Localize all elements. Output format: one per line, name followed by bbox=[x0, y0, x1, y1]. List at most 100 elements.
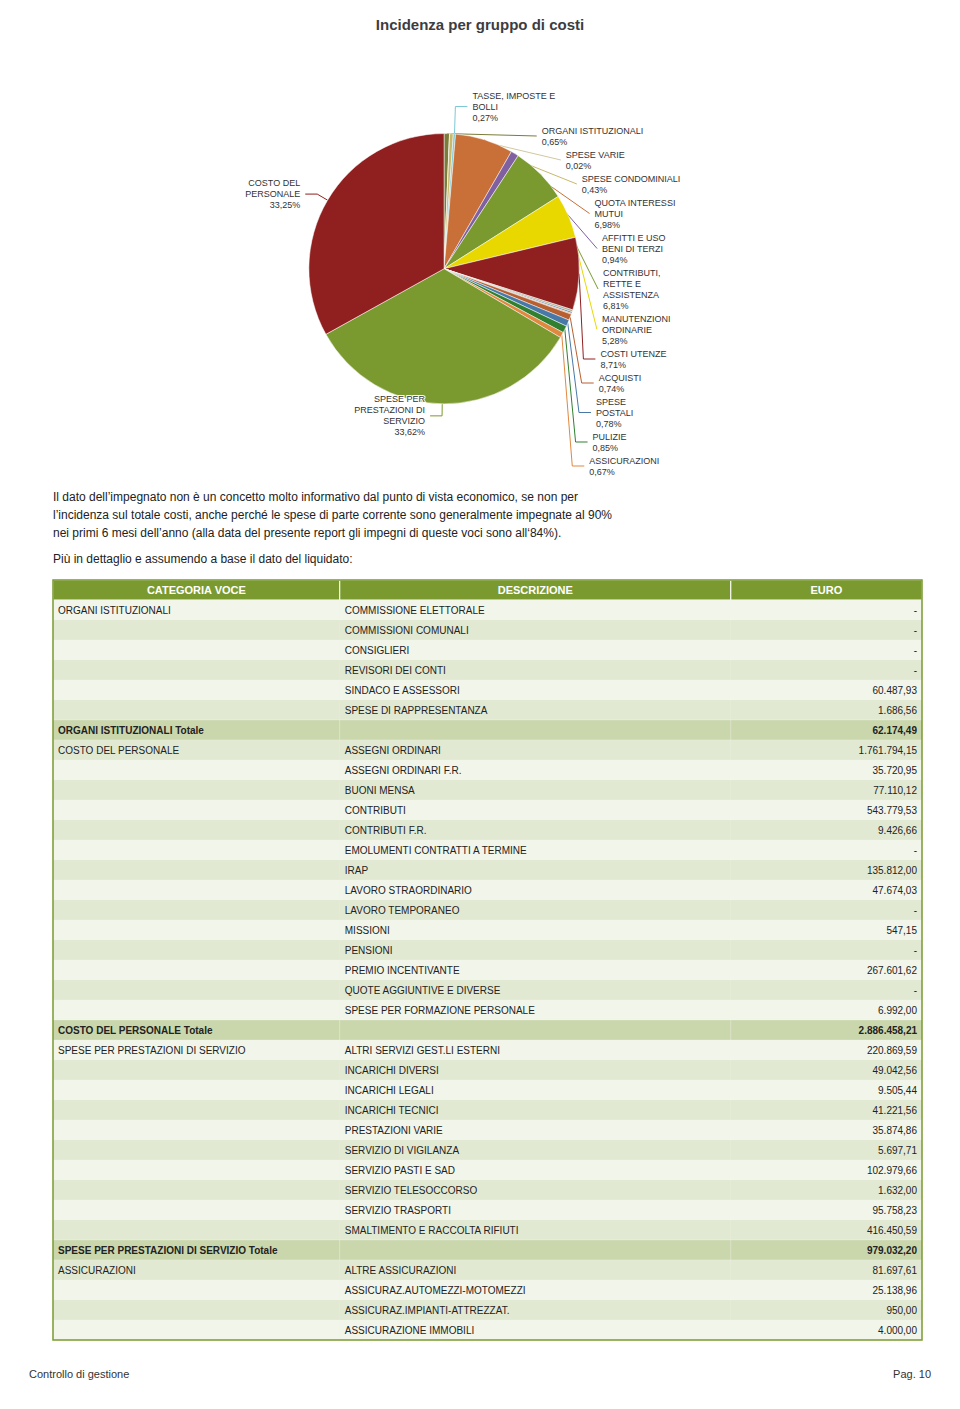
svg-text:l’incidenza sul totale costi,: l’incidenza sul totale costi, anche perc… bbox=[53, 508, 612, 522]
svg-text:220.869,59: 220.869,59 bbox=[867, 1045, 917, 1056]
svg-text:QUOTA INTERESSI: QUOTA INTERESSI bbox=[595, 198, 676, 208]
svg-text:TASSE, IMPOSTE E: TASSE, IMPOSTE E bbox=[472, 91, 555, 101]
svg-text:ALTRE ASSICURAZIONI: ALTRE ASSICURAZIONI bbox=[345, 1265, 457, 1276]
svg-text:ORGANI ISTITUZIONALI: ORGANI ISTITUZIONALI bbox=[542, 126, 644, 136]
svg-text:SPESE PER FORMAZIONE PERSONALE: SPESE PER FORMAZIONE PERSONALE bbox=[345, 1005, 535, 1016]
svg-text:0,02%: 0,02% bbox=[566, 161, 592, 171]
svg-text:ORGANI ISTITUZIONALI: ORGANI ISTITUZIONALI bbox=[58, 605, 171, 616]
svg-text:CONTRIBUTI: CONTRIBUTI bbox=[345, 805, 406, 816]
svg-text:60.487,93: 60.487,93 bbox=[873, 685, 918, 696]
svg-text:INCARICHI LEGALI: INCARICHI LEGALI bbox=[345, 1085, 434, 1096]
svg-text:PULIZIE: PULIZIE bbox=[593, 432, 627, 442]
svg-text:5,28%: 5,28% bbox=[602, 336, 628, 346]
svg-text:REVISORI DEI CONTI: REVISORI DEI CONTI bbox=[345, 665, 446, 676]
svg-text:35.874,86: 35.874,86 bbox=[873, 1125, 918, 1136]
svg-text:SPESE PER: SPESE PER bbox=[374, 394, 426, 404]
svg-text:ASSEGNI ORDINARI F.R.: ASSEGNI ORDINARI F.R. bbox=[345, 765, 462, 776]
svg-text:LAVORO TEMPORANEO: LAVORO TEMPORANEO bbox=[345, 905, 460, 916]
svg-text:LAVORO STRAORDINARIO: LAVORO STRAORDINARIO bbox=[345, 885, 472, 896]
svg-text:ASSICURAZIONI: ASSICURAZIONI bbox=[589, 456, 659, 466]
svg-text:35.720,95: 35.720,95 bbox=[873, 765, 918, 776]
svg-text:979.032,20: 979.032,20 bbox=[867, 1245, 917, 1256]
svg-text:416.450,59: 416.450,59 bbox=[867, 1225, 917, 1236]
svg-text:BENI DI TERZI: BENI DI TERZI bbox=[602, 244, 663, 254]
svg-text:543.779,53: 543.779,53 bbox=[867, 805, 917, 816]
svg-text:102.979,66: 102.979,66 bbox=[867, 1165, 917, 1176]
svg-text:5.697,71: 5.697,71 bbox=[878, 1145, 917, 1156]
svg-text:-: - bbox=[914, 985, 917, 996]
svg-text:ACQUISTI: ACQUISTI bbox=[599, 373, 642, 383]
svg-text:81.697,61: 81.697,61 bbox=[873, 1265, 918, 1276]
svg-text:CONTRIBUTI,: CONTRIBUTI, bbox=[603, 268, 661, 278]
svg-text:CONSIGLIERI: CONSIGLIERI bbox=[345, 645, 409, 656]
svg-text:Incidenza per gruppo di costi: Incidenza per gruppo di costi bbox=[376, 16, 584, 33]
svg-text:CATEGORIA VOCE: CATEGORIA VOCE bbox=[147, 584, 246, 596]
svg-text:nei primi 6 mesi dell’anno (al: nei primi 6 mesi dell’anno (alla data de… bbox=[53, 526, 561, 540]
svg-text:MUTUI: MUTUI bbox=[595, 209, 624, 219]
svg-text:6,98%: 6,98% bbox=[595, 220, 621, 230]
svg-text:SPESE DI RAPPRESENTANZA: SPESE DI RAPPRESENTANZA bbox=[345, 705, 488, 716]
svg-text:PENSIONI: PENSIONI bbox=[345, 945, 393, 956]
svg-text:0,67%: 0,67% bbox=[589, 467, 615, 477]
svg-text:COMMISSIONI COMUNALI: COMMISSIONI COMUNALI bbox=[345, 625, 469, 636]
svg-text:2.886.458,21: 2.886.458,21 bbox=[859, 1025, 918, 1036]
svg-text:-: - bbox=[914, 625, 917, 636]
svg-text:49.042,56: 49.042,56 bbox=[873, 1065, 918, 1076]
svg-text:0,43%: 0,43% bbox=[582, 185, 608, 195]
svg-text:SPESE PER PRESTAZIONI DI SERVI: SPESE PER PRESTAZIONI DI SERVIZIO Totale bbox=[58, 1245, 278, 1256]
svg-text:0,74%: 0,74% bbox=[599, 384, 625, 394]
svg-text:POSTALI: POSTALI bbox=[596, 408, 633, 418]
svg-text:-: - bbox=[914, 845, 917, 856]
svg-text:SINDACO E ASSESSORI: SINDACO E ASSESSORI bbox=[345, 685, 460, 696]
svg-text:547,15: 547,15 bbox=[886, 925, 917, 936]
svg-text:ASSISTENZA: ASSISTENZA bbox=[603, 290, 659, 300]
svg-text:BOLLI: BOLLI bbox=[472, 102, 498, 112]
svg-text:47.674,03: 47.674,03 bbox=[873, 885, 918, 896]
svg-text:77.110,12: 77.110,12 bbox=[873, 785, 917, 796]
svg-text:INCARICHI TECNICI: INCARICHI TECNICI bbox=[345, 1105, 439, 1116]
svg-text:ALTRI SERVIZI GEST.LI ESTERNI: ALTRI SERVIZI GEST.LI ESTERNI bbox=[345, 1045, 500, 1056]
svg-text:8,71%: 8,71% bbox=[600, 360, 626, 370]
svg-text:95.758,23: 95.758,23 bbox=[873, 1205, 918, 1216]
svg-text:SERVIZIO TRASPORTI: SERVIZIO TRASPORTI bbox=[345, 1205, 451, 1216]
svg-text:ORDINARIE: ORDINARIE bbox=[602, 325, 652, 335]
svg-text:MANUTENZIONI: MANUTENZIONI bbox=[602, 314, 671, 324]
svg-text:0,94%: 0,94% bbox=[602, 255, 628, 265]
svg-text:62.174,49: 62.174,49 bbox=[873, 725, 918, 736]
svg-text:COMMISSIONE ELETTORALE: COMMISSIONE ELETTORALE bbox=[345, 605, 485, 616]
svg-text:6,81%: 6,81% bbox=[603, 301, 629, 311]
svg-text:950,00: 950,00 bbox=[886, 1305, 917, 1316]
svg-text:1.632,00: 1.632,00 bbox=[878, 1185, 917, 1196]
svg-text:PREMIO INCENTIVANTE: PREMIO INCENTIVANTE bbox=[345, 965, 460, 976]
svg-text:135.812,00: 135.812,00 bbox=[867, 865, 917, 876]
svg-text:ASSEGNI ORDINARI: ASSEGNI ORDINARI bbox=[345, 745, 441, 756]
svg-text:9.505,44: 9.505,44 bbox=[878, 1085, 917, 1096]
svg-text:PRESTAZIONI VARIE: PRESTAZIONI VARIE bbox=[345, 1125, 443, 1136]
svg-text:-: - bbox=[914, 905, 917, 916]
svg-text:SERVIZIO TELESOCCORSO: SERVIZIO TELESOCCORSO bbox=[345, 1185, 478, 1196]
svg-text:EURO: EURO bbox=[811, 584, 843, 596]
svg-text:EMOLUMENTI CONTRATTI A TERMINE: EMOLUMENTI CONTRATTI A TERMINE bbox=[345, 845, 527, 856]
svg-text:PERSONALE: PERSONALE bbox=[245, 189, 300, 199]
svg-text:Controllo di gestione: Controllo di gestione bbox=[29, 1368, 129, 1380]
svg-text:INCARICHI DIVERSI: INCARICHI DIVERSI bbox=[345, 1065, 439, 1076]
svg-text:33,62%: 33,62% bbox=[395, 427, 426, 437]
svg-text:-: - bbox=[914, 945, 917, 956]
svg-text:COSTO DEL PERSONALE Totale: COSTO DEL PERSONALE Totale bbox=[58, 1025, 213, 1036]
svg-text:RETTE E: RETTE E bbox=[603, 279, 641, 289]
svg-text:ASSICURAZ.AUTOMEZZI-MOTOMEZZI: ASSICURAZ.AUTOMEZZI-MOTOMEZZI bbox=[345, 1285, 526, 1296]
svg-text:Il dato dell’impegnato non è u: Il dato dell’impegnato non è un concetto… bbox=[53, 490, 578, 504]
svg-text:SERVIZIO DI VIGILANZA: SERVIZIO DI VIGILANZA bbox=[345, 1145, 460, 1156]
svg-text:PRESTAZIONI DI: PRESTAZIONI DI bbox=[354, 405, 425, 415]
svg-text:SMALTIMENTO E RACCOLTA RIFIUTI: SMALTIMENTO E RACCOLTA RIFIUTI bbox=[345, 1225, 519, 1236]
svg-text:-: - bbox=[914, 605, 917, 616]
svg-text:ASSICURAZIONI: ASSICURAZIONI bbox=[58, 1265, 136, 1276]
svg-text:0,78%: 0,78% bbox=[596, 419, 622, 429]
svg-text:SERVIZIO PASTI E SAD: SERVIZIO PASTI E SAD bbox=[345, 1165, 455, 1176]
svg-text:MISSIONI: MISSIONI bbox=[345, 925, 390, 936]
svg-text:SPESE: SPESE bbox=[596, 397, 626, 407]
svg-text:-: - bbox=[914, 645, 917, 656]
svg-text:-: - bbox=[914, 665, 917, 676]
svg-text:SPESE CONDOMINIALI: SPESE CONDOMINIALI bbox=[582, 174, 681, 184]
svg-text:267.601,62: 267.601,62 bbox=[867, 965, 917, 976]
